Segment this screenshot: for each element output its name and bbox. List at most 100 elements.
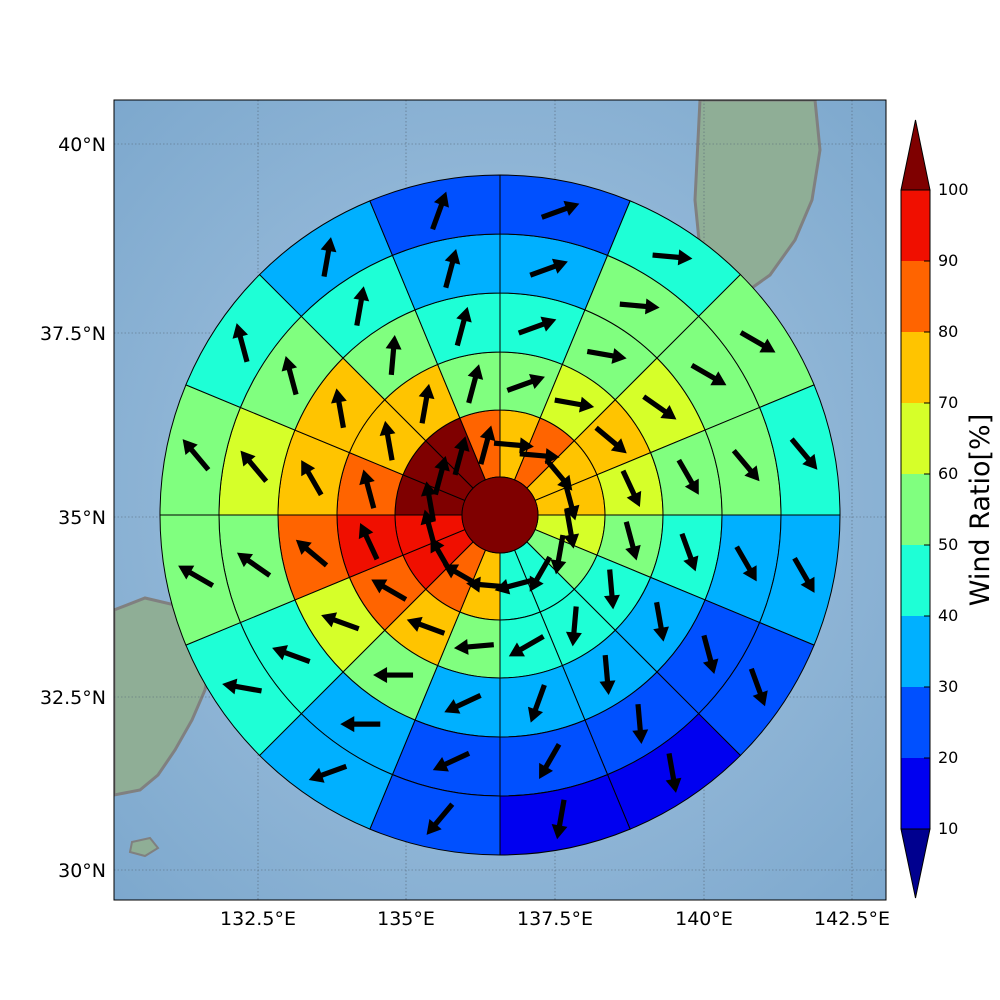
wind-arrow — [320, 237, 337, 277]
wind-arrow — [665, 753, 682, 793]
center-cell — [461, 476, 539, 554]
lon-tick-label: 140°E — [675, 908, 733, 930]
wind-arrow — [690, 363, 727, 386]
colorbar-tick-label: 100 — [938, 180, 969, 199]
colorbar-tick-label: 30 — [938, 677, 958, 696]
wind-arrow — [406, 616, 446, 636]
colorbar-tick-label: 70 — [938, 393, 958, 412]
wind-arrow — [517, 316, 557, 336]
colorbar-bin — [901, 474, 930, 545]
wind-arrow — [508, 634, 545, 657]
colorbar-bin — [901, 758, 930, 829]
wind-arrow — [308, 763, 348, 783]
wind-arrow — [466, 364, 484, 404]
wind-arrow — [493, 437, 534, 454]
wind-arrow — [653, 601, 669, 642]
colorbar-tick-label: 90 — [938, 251, 958, 270]
lat-tick-label: 32.5°N — [40, 687, 106, 709]
wind-arrow — [599, 654, 616, 695]
wind-arrow — [426, 802, 455, 835]
wind-arrow — [222, 678, 262, 695]
colorbar — [900, 119, 931, 899]
wind-arrow — [734, 545, 757, 582]
wind-arrow — [494, 577, 534, 595]
wind-arrow — [353, 286, 370, 327]
wind-arrow — [701, 634, 719, 675]
wind-arrow — [371, 579, 408, 602]
wind-arrow — [652, 249, 693, 266]
wind-arrow — [178, 565, 215, 588]
lon-tick-label: 132.5°E — [220, 908, 296, 930]
lat-tick-label: 35°N — [58, 507, 106, 529]
map-area — [114, 100, 886, 900]
lat-axis: 40°N 37.5°N 35°N 32.5°N 30°N — [40, 134, 106, 882]
wind-arrow — [454, 306, 472, 347]
wind-arrow — [565, 606, 582, 647]
wind-arrow — [642, 394, 677, 420]
colorbar-ticks: 10 20 30 40 50 60 70 80 90 100 — [938, 180, 969, 838]
wind-arrow — [529, 555, 552, 592]
wind-arrow — [676, 458, 699, 495]
wind-arrow — [731, 448, 760, 482]
wind-arrow — [182, 439, 211, 472]
wind-arrow — [586, 348, 627, 364]
wind-arrows — [178, 191, 818, 840]
colorbar-bin — [901, 616, 930, 687]
wind-arrow — [331, 388, 347, 429]
wind-arrow — [594, 425, 627, 454]
lat-tick-label: 37.5°N — [40, 323, 106, 345]
wind-arrow — [789, 437, 818, 470]
colorbar-bin — [901, 332, 930, 403]
wind-arrow — [551, 799, 568, 840]
wind-arrow — [379, 420, 396, 461]
wind-arrow — [529, 258, 568, 278]
wind-arrow — [792, 556, 815, 593]
wind-arrow — [550, 534, 567, 575]
wind-arrow — [359, 469, 377, 509]
wind-arrow — [554, 396, 595, 413]
colorbar-tick-label: 60 — [938, 464, 958, 483]
wind-arrow — [272, 645, 311, 665]
lon-tick-label: 142.5°E — [814, 908, 890, 930]
wind-arrow — [418, 383, 435, 424]
wind-arrow — [478, 425, 496, 465]
wind-arrow — [679, 532, 699, 572]
colorbar-tick-label: 20 — [938, 748, 958, 767]
wind-arrow — [739, 330, 776, 353]
colorbar-tick-label: 40 — [938, 606, 958, 625]
colorbar-bin — [901, 687, 930, 758]
wind-arrow — [236, 552, 272, 578]
colorbar-extend-max — [900, 119, 931, 191]
map-frame — [113, 99, 887, 901]
wind-arrow — [632, 703, 649, 745]
wind-arrow — [430, 191, 449, 231]
colorbar-tick-label: 80 — [938, 322, 958, 341]
colorbar-frame — [900, 189, 931, 830]
wind-arrow — [444, 692, 482, 714]
wind-arrow — [443, 249, 461, 289]
colorbar-extend-min — [900, 828, 931, 899]
colorbar-tick-label: 50 — [938, 535, 958, 554]
wind-arrow — [623, 521, 641, 561]
wind-arrow — [432, 455, 450, 496]
colorbar-bin — [901, 403, 930, 474]
wind-arrow — [420, 481, 437, 522]
wind-arrow — [619, 298, 660, 315]
wind-arrow — [527, 684, 547, 723]
wind-arrow — [240, 450, 269, 483]
wind-arrow — [295, 539, 329, 568]
colorbar-bin — [901, 261, 930, 332]
wind-arrow — [373, 667, 414, 684]
wind-arrow — [620, 469, 642, 507]
colorbar-tick-label: 10 — [938, 819, 958, 838]
wind-arrow — [452, 436, 470, 476]
wind-arrow — [321, 612, 360, 632]
colorbar-bin — [901, 545, 930, 616]
wind-arrow — [358, 523, 380, 561]
wind-arrow — [301, 460, 324, 497]
wind-arrow — [563, 508, 580, 549]
lon-tick-label: 137.5°E — [517, 908, 593, 930]
wind-arrow — [506, 374, 545, 393]
